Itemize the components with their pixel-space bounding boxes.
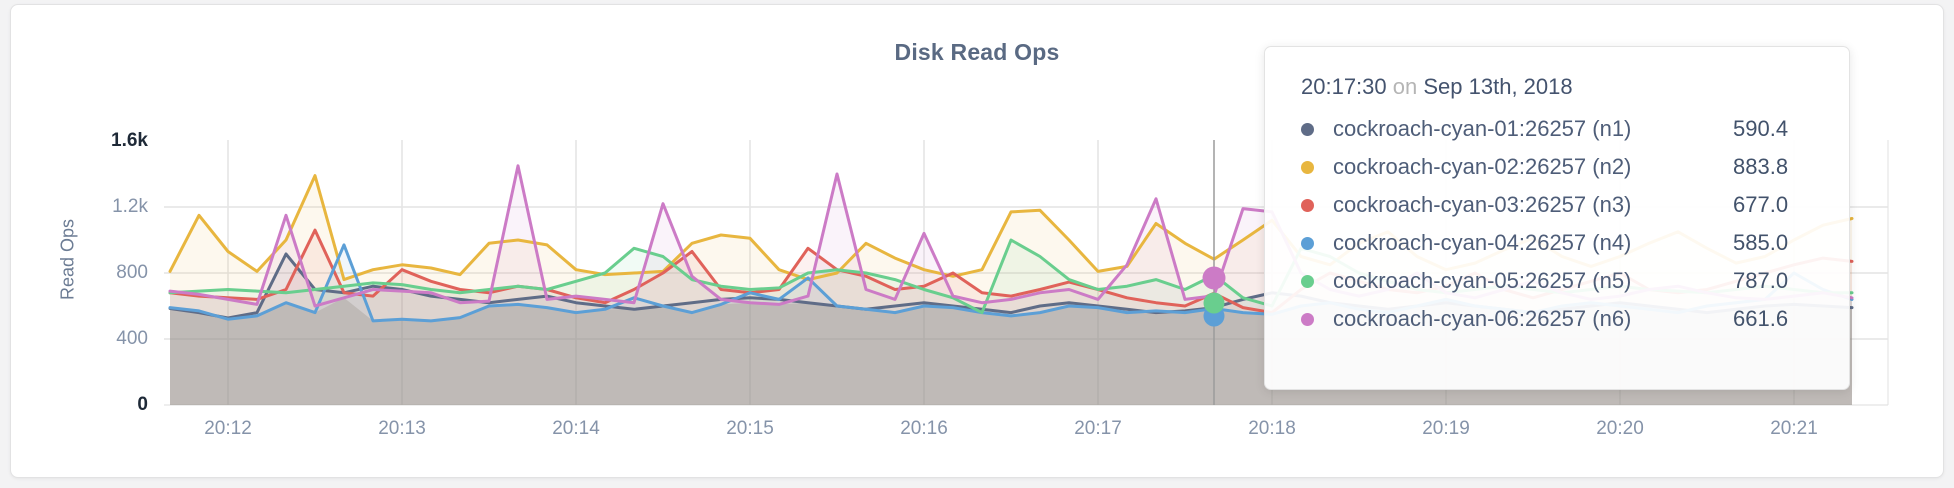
y-tick-1.6k: 1.6k	[111, 130, 148, 151]
tooltip-header: 20:17:30 on Sep 13th, 2018	[1301, 74, 1819, 100]
x-tick-20:17: 20:17	[1074, 418, 1122, 439]
tooltip-series-row-n4: cockroach-cyan-04:26257 (n4) 585.0	[1301, 224, 1819, 262]
x-tick-20:21: 20:21	[1770, 418, 1818, 439]
series-name: cockroach-cyan-02:26257 (n2)	[1333, 154, 1632, 179]
chart-title: Disk Read Ops	[894, 39, 1060, 65]
x-tick-20:16: 20:16	[900, 418, 948, 439]
series-hover-value: 787.0	[1733, 268, 1789, 293]
tooltip-time: 20:17:30	[1301, 74, 1387, 99]
x-tick-20:13: 20:13	[378, 418, 426, 439]
series-hover-value: 590.4	[1733, 116, 1789, 141]
series-color-dot-n6	[1301, 312, 1314, 326]
y-tick-0: 0	[137, 394, 148, 415]
y-tick-1.2k: 1.2k	[112, 196, 148, 217]
series-name: cockroach-cyan-05:26257 (n5)	[1333, 268, 1632, 293]
hover-dot-n6	[1202, 266, 1226, 290]
tooltip-rows: cockroach-cyan-01:26257 (n1) 590.4 cockroa…	[1301, 110, 1819, 338]
series-name: cockroach-cyan-04:26257 (n4)	[1333, 230, 1632, 255]
y-tick-400: 400	[116, 328, 148, 349]
tooltip-series-row-n6: cockroach-cyan-06:26257 (n6) 661.6	[1301, 300, 1819, 338]
series-hover-value: 661.6	[1733, 306, 1789, 331]
series-hover-value: 883.8	[1733, 154, 1789, 179]
series-color-dot-n2	[1301, 160, 1314, 174]
hover-dot-n5	[1203, 292, 1225, 314]
series-color-dot-n1	[1301, 122, 1314, 136]
tooltip-series-row-n5: cockroach-cyan-05:26257 (n5) 787.0	[1301, 262, 1819, 300]
x-tick-20:20: 20:20	[1596, 418, 1644, 439]
series-name: cockroach-cyan-06:26257 (n6)	[1333, 306, 1632, 331]
series-hover-value: 677.0	[1733, 192, 1789, 217]
x-tick-20:12: 20:12	[204, 418, 252, 439]
chart-tooltip: 20:17:30 on Sep 13th, 2018 cockroach-cya…	[1264, 46, 1850, 390]
y-tick-800: 800	[116, 262, 148, 283]
series-color-dot-n5	[1301, 274, 1314, 288]
x-tick-20:19: 20:19	[1422, 418, 1470, 439]
x-tick-20:18: 20:18	[1248, 418, 1296, 439]
tooltip-date: Sep 13th, 2018	[1423, 74, 1573, 99]
tooltip-series-row-n2: cockroach-cyan-02:26257 (n2) 883.8	[1301, 148, 1819, 186]
tooltip-series-row-n3: cockroach-cyan-03:26257 (n3) 677.0	[1301, 186, 1819, 224]
tooltip-series-row-n1: cockroach-cyan-01:26257 (n1) 590.4	[1301, 110, 1819, 148]
series-name: cockroach-cyan-01:26257 (n1)	[1333, 116, 1632, 141]
tooltip-preposition: on	[1392, 74, 1418, 99]
series-color-dot-n4	[1301, 236, 1314, 250]
series-name: cockroach-cyan-03:26257 (n3)	[1333, 192, 1632, 217]
series-hover-value: 585.0	[1733, 230, 1789, 255]
x-tick-20:14: 20:14	[552, 418, 600, 439]
x-tick-20:15: 20:15	[726, 418, 774, 439]
series-color-dot-n3	[1301, 198, 1314, 212]
